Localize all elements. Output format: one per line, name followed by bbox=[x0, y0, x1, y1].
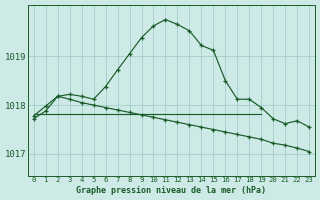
X-axis label: Graphe pression niveau de la mer (hPa): Graphe pression niveau de la mer (hPa) bbox=[76, 186, 267, 195]
